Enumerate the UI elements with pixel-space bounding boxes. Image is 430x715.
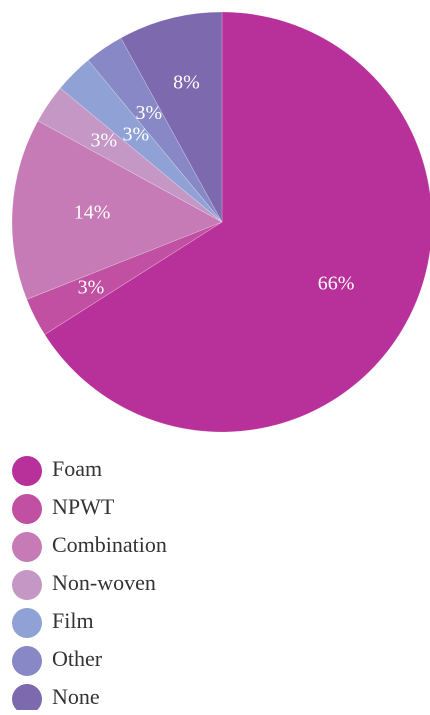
legend-label: NPWT (52, 494, 115, 519)
pie-slice (26, 221, 223, 335)
slice-label: 66% (318, 272, 355, 294)
slice-label: 14% (74, 201, 111, 223)
legend-swatch (12, 608, 42, 638)
legend-label: Film (52, 608, 94, 633)
pie-slice (120, 11, 223, 223)
legend-label: Other (52, 646, 103, 671)
pie-slice (11, 120, 223, 300)
pie-slice (44, 11, 430, 433)
legend-label: None (52, 684, 100, 709)
legend-swatch (12, 570, 42, 600)
slice-label: 3% (123, 123, 150, 145)
slice-label: 8% (173, 71, 200, 93)
legend-swatch (12, 456, 42, 486)
legend-swatch (12, 494, 42, 524)
legend-label: Foam (52, 456, 102, 481)
legend-swatch (12, 684, 42, 714)
legend-label: Non-woven (52, 570, 156, 595)
pie-slice (87, 37, 223, 223)
legend-label: Combination (52, 532, 167, 557)
slice-label: 3% (78, 276, 105, 298)
legend-swatch (12, 532, 42, 562)
pie-slice (59, 59, 223, 223)
pie-slice (37, 87, 223, 223)
slice-label: 3% (91, 129, 118, 151)
slice-label: 3% (135, 102, 162, 124)
legend-swatch (12, 646, 42, 676)
